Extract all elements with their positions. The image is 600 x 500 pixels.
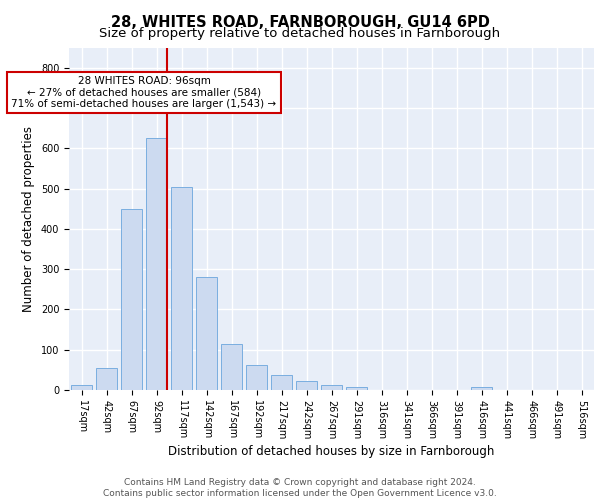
Bar: [346, 387, 367, 390]
Bar: [146, 138, 167, 390]
Bar: [71, 385, 92, 390]
Bar: [221, 344, 242, 390]
Bar: [171, 186, 192, 390]
Bar: [471, 387, 492, 390]
Bar: [271, 375, 292, 390]
Bar: [321, 385, 342, 390]
Bar: [96, 368, 117, 390]
Y-axis label: Number of detached properties: Number of detached properties: [22, 126, 35, 312]
Bar: [296, 381, 317, 390]
Text: 28, WHITES ROAD, FARNBOROUGH, GU14 6PD: 28, WHITES ROAD, FARNBOROUGH, GU14 6PD: [110, 15, 490, 30]
X-axis label: Distribution of detached houses by size in Farnborough: Distribution of detached houses by size …: [169, 444, 494, 458]
Text: 28 WHITES ROAD: 96sqm
← 27% of detached houses are smaller (584)
71% of semi-det: 28 WHITES ROAD: 96sqm ← 27% of detached …: [11, 76, 277, 109]
Text: Size of property relative to detached houses in Farnborough: Size of property relative to detached ho…: [100, 28, 500, 40]
Bar: [121, 208, 142, 390]
Text: Contains HM Land Registry data © Crown copyright and database right 2024.
Contai: Contains HM Land Registry data © Crown c…: [103, 478, 497, 498]
Bar: [196, 277, 217, 390]
Bar: [246, 365, 267, 390]
